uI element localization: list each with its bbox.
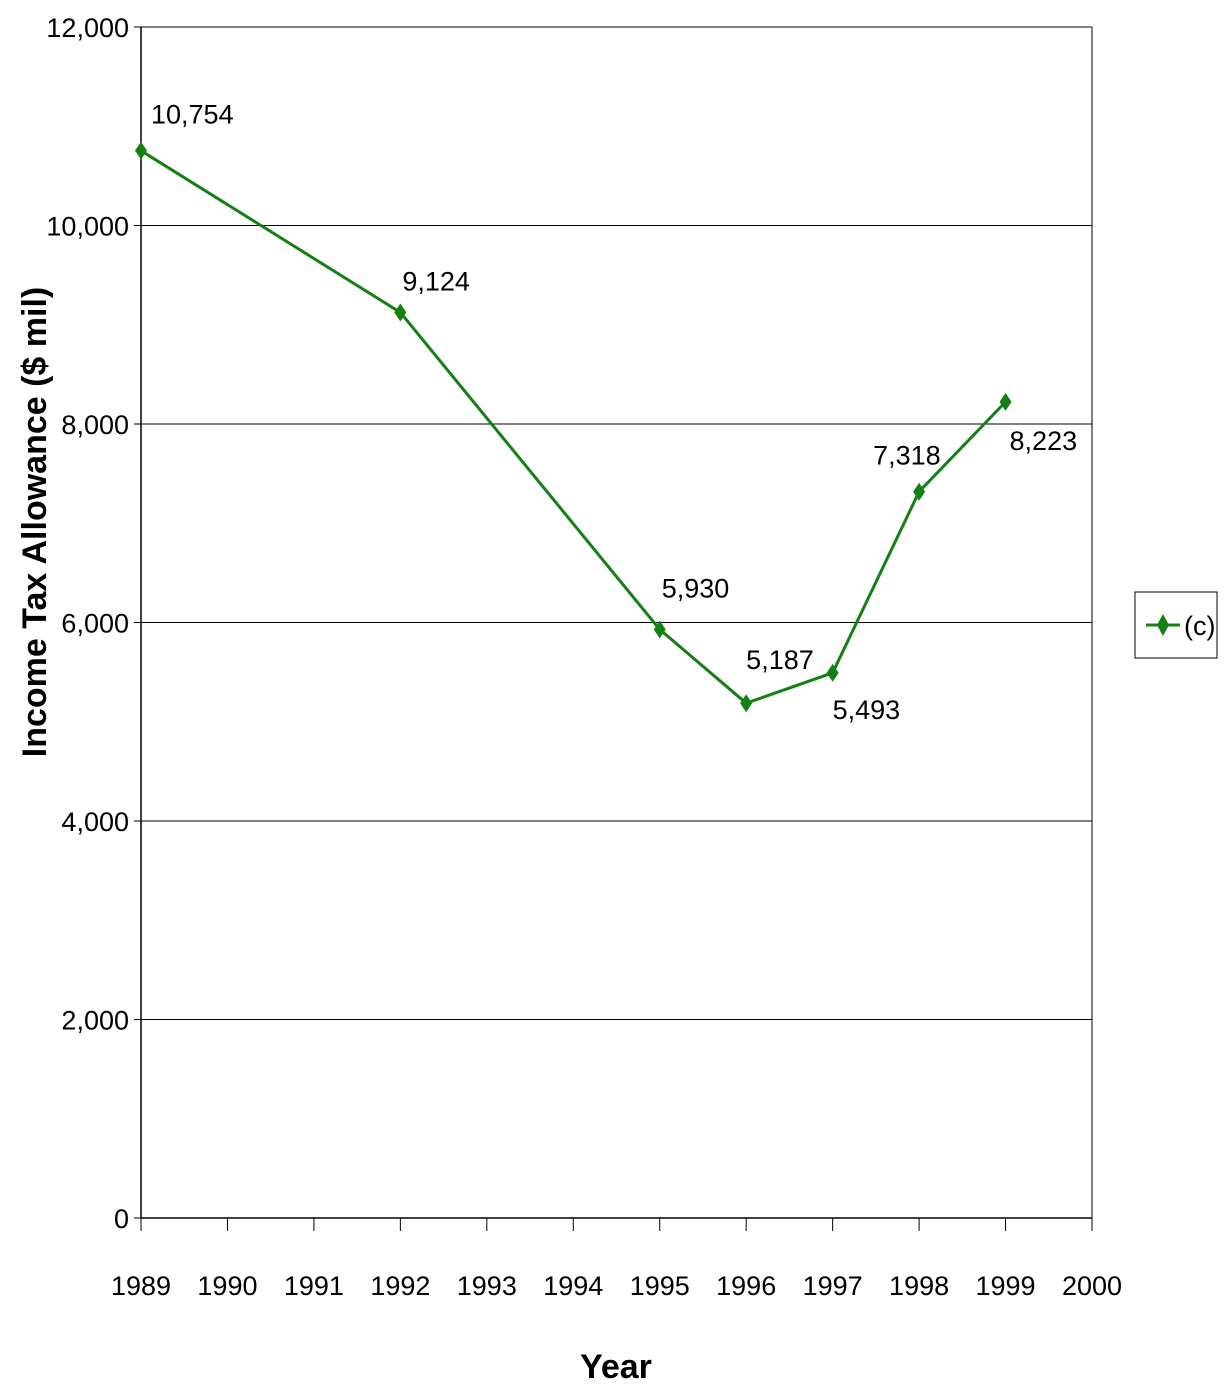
x-tick-label: 1989 bbox=[111, 1271, 171, 1301]
y-tick-label: 6,000 bbox=[61, 609, 129, 639]
data-point-marker bbox=[653, 620, 666, 639]
x-tick-label: 1993 bbox=[457, 1271, 517, 1301]
axes bbox=[134, 26, 1093, 1231]
data-point-marker bbox=[826, 663, 839, 682]
x-tick-label: 1998 bbox=[889, 1271, 949, 1301]
series-layer bbox=[135, 141, 1012, 713]
y-axis-title: Income Tax Allowance ($ mil) bbox=[16, 287, 54, 757]
data-label: 10,754 bbox=[151, 100, 234, 130]
legend-marker-swatch bbox=[1157, 614, 1169, 636]
data-label: 9,124 bbox=[402, 266, 470, 296]
y-tick-label: 0 bbox=[114, 1204, 129, 1234]
x-tick-label: 1994 bbox=[543, 1271, 603, 1301]
data-labels: 10,754 9,124 5,930 5,187 5,493 7,318 8,223 bbox=[151, 100, 1077, 725]
data-point-marker bbox=[740, 694, 753, 713]
legend: (c) bbox=[1134, 591, 1218, 659]
data-label: 5,930 bbox=[662, 573, 730, 603]
y-tick-label: 2,000 bbox=[61, 1006, 129, 1036]
x-tick-label: 1990 bbox=[197, 1271, 257, 1301]
legend-label: (c) bbox=[1184, 611, 1215, 641]
data-point-marker bbox=[999, 392, 1012, 411]
x-tick-label: 1997 bbox=[803, 1271, 863, 1301]
y-tick-label: 10,000 bbox=[46, 212, 129, 242]
data-label: 7,318 bbox=[873, 441, 941, 471]
x-axis-title: Year bbox=[580, 1348, 652, 1386]
x-tick-label: 2000 bbox=[1062, 1271, 1122, 1301]
data-label: 8,223 bbox=[1010, 426, 1078, 456]
y-tick-label: 12,000 bbox=[46, 13, 129, 43]
data-point-marker bbox=[394, 303, 407, 322]
series-line bbox=[140, 149, 1007, 705]
data-point-marker bbox=[913, 482, 926, 501]
x-tick-label: 1991 bbox=[284, 1271, 344, 1301]
y-tick-label: 4,000 bbox=[61, 807, 129, 837]
data-label: 5,187 bbox=[746, 645, 814, 675]
grid-lines bbox=[141, 225, 1092, 1020]
tick-labels: 0 2,000 4,000 6,000 8,000 10,000 12,000 1989 199… bbox=[46, 13, 1122, 1301]
x-tick-label: 1996 bbox=[716, 1271, 776, 1301]
y-tick-label: 8,000 bbox=[61, 410, 129, 440]
x-tick-label: 1995 bbox=[630, 1271, 690, 1301]
data-point-marker bbox=[135, 141, 147, 160]
x-tick-label: 1992 bbox=[370, 1271, 430, 1301]
x-tick-label: 1999 bbox=[976, 1271, 1036, 1301]
data-label: 5,493 bbox=[833, 695, 901, 725]
